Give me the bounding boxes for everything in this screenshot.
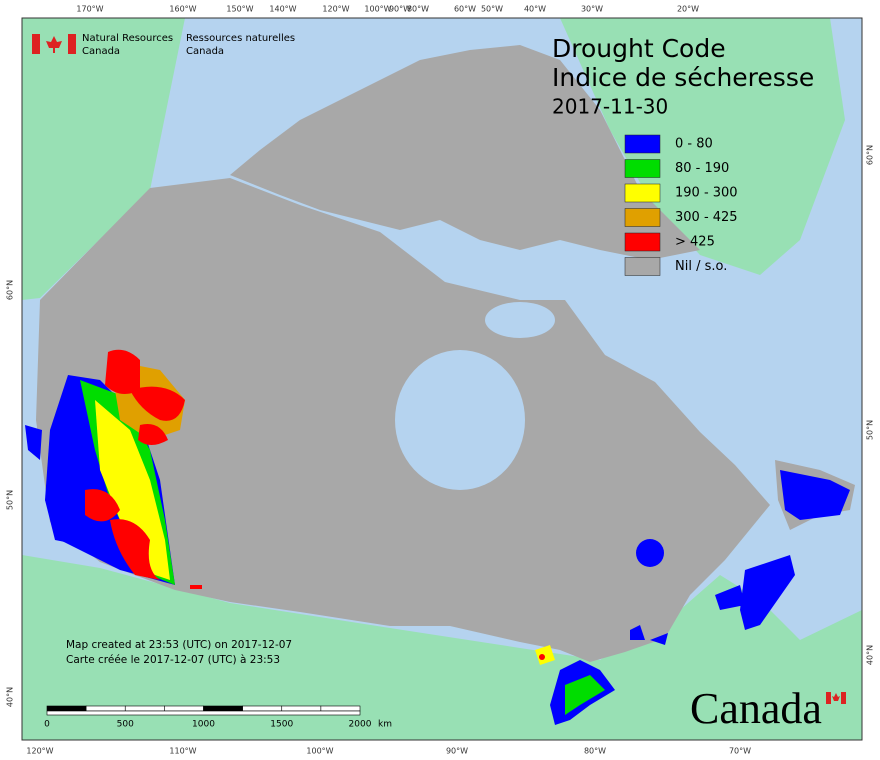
ontario-red [539, 654, 545, 660]
legend-label: 300 - 425 [675, 210, 738, 225]
graticule-label: 140°W [269, 5, 296, 14]
coast-islands [25, 425, 80, 545]
scale-label: 500 [117, 720, 134, 730]
quebec-blob [636, 539, 664, 567]
scale-outline [46, 710, 361, 716]
graticule-label: 50°W [481, 5, 503, 14]
east-low [630, 470, 850, 645]
legend-swatch [624, 134, 661, 154]
flag-leaf [832, 693, 840, 704]
graticule-label: 20°W [677, 5, 699, 14]
agency-fr: Ressources naturelles [186, 33, 295, 44]
alaska [22, 18, 185, 300]
graticule-label: 120°W [322, 5, 349, 14]
scale-segment [46, 705, 87, 712]
graticule-label: 60°N [6, 280, 15, 300]
flag-leaf [46, 36, 62, 53]
frame [21, 17, 863, 741]
scale-unit: km [378, 720, 392, 730]
scale-segment [85, 705, 126, 712]
agency-en: Natural Resources [82, 33, 173, 44]
graticule-labels: 170°W 160°W 150°W 140°W 120°W 100°W90°W80°W 60… [6, 5, 875, 756]
graticule-label: 80°W [584, 747, 606, 756]
graticule-label: 170°W [76, 5, 103, 14]
note: Carte créée le 2017-12-07 (UTC) à 23:53 [66, 654, 280, 666]
legend-swatch [624, 257, 661, 276]
graticule-label: 50°N [6, 490, 15, 510]
hudson-bay [395, 350, 525, 490]
bc-red [85, 349, 185, 580]
legend-label: > 425 [675, 235, 715, 250]
legend-swatch [624, 208, 661, 227]
agency-fr: Canada [186, 46, 224, 57]
graticule-label: 110°W [169, 747, 196, 756]
flag-bar [32, 34, 40, 54]
scale-segment [281, 705, 322, 712]
ab-red [190, 585, 202, 589]
legend-label: Nil / s.o. [675, 259, 727, 274]
scale-label: 1500 [270, 720, 293, 730]
graticule-label: 100°W [364, 5, 391, 14]
flag-bar [68, 34, 76, 54]
graticule-label: 70°W [729, 747, 751, 756]
drought-areas [25, 349, 850, 725]
scale-segment [124, 705, 165, 712]
graticule-label: 50°N [866, 420, 875, 440]
title: Indice de sécheresse [552, 63, 814, 92]
scale-label: 0 [44, 720, 50, 730]
graticule-label: 60°W [454, 5, 476, 14]
usa [22, 555, 862, 740]
graticule-label: 100°W [306, 747, 333, 756]
graticule-label: 80°W [407, 5, 429, 14]
note: Map created at 23:53 (UTC) on 2017-12-07 [66, 639, 292, 651]
flag-bar [841, 692, 846, 704]
legend: 0 - 80 80 - 190 190 - 300 300 - 425 > 425 Nil… [624, 134, 738, 276]
graticule-label: 60°N [866, 145, 875, 165]
legend-label: 0 - 80 [675, 137, 713, 152]
scale-segment [242, 705, 283, 712]
legend-swatch [624, 232, 661, 252]
scale-segment [203, 705, 243, 712]
graticule-label: 30°W [581, 5, 603, 14]
scale-label: 2000 [349, 720, 372, 730]
wordmark: Canada [690, 684, 822, 733]
greenland [560, 18, 845, 275]
graticule-label: 40°N [6, 687, 15, 707]
legend-label: 190 - 300 [675, 186, 738, 201]
ontario-green [565, 675, 605, 715]
graticule-label: 160°W [169, 5, 196, 14]
scale-label: 1000 [192, 720, 215, 730]
graticule-label: 90°W [389, 5, 411, 14]
legend-label: 80 - 190 [675, 161, 729, 176]
logo: Natural Resources Canada Ressources natu… [32, 33, 295, 57]
scale-bar: 0 500 1000 1500 2000 km [44, 705, 392, 730]
graticule-label: 120°W [26, 747, 53, 756]
graticule-label: 90°W [446, 747, 468, 756]
legend-swatch [624, 183, 661, 203]
flag-bar [826, 692, 831, 704]
ontario-yellow [535, 645, 555, 665]
legend-swatch [624, 159, 661, 178]
foxe-basin [485, 302, 555, 338]
date: 2017-11-30 [552, 95, 668, 119]
graticule-label: 150°W [226, 5, 253, 14]
graticule-label: 40°N [866, 645, 875, 665]
wordmark-flag [826, 692, 846, 704]
agency-en: Canada [82, 46, 120, 57]
scale-segment [320, 705, 361, 712]
bc-yellow [95, 400, 170, 580]
scale-segment [164, 705, 204, 712]
arctic-islands [230, 45, 700, 260]
title: Drought Code [552, 34, 726, 63]
graticule-label: 40°W [524, 5, 546, 14]
